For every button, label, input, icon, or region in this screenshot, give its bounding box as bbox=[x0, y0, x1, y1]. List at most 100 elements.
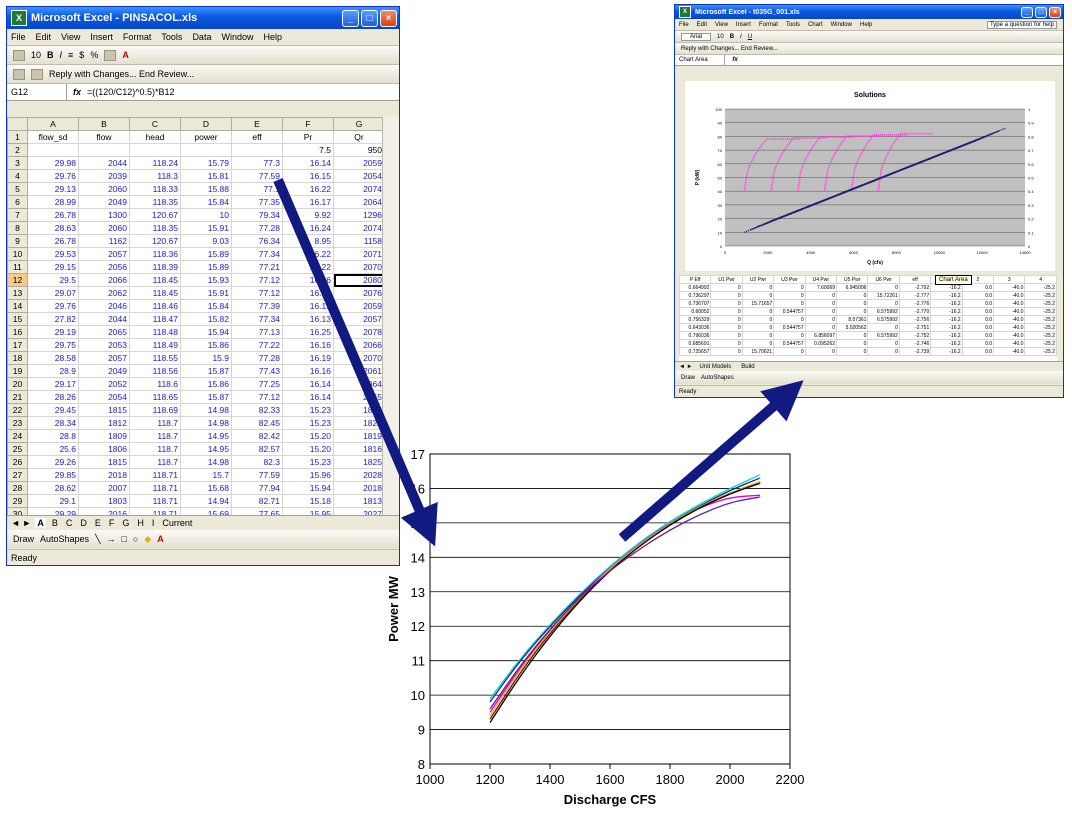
cell[interactable]: -25.2 bbox=[1024, 339, 1057, 348]
row-header[interactable]: 10 bbox=[7, 247, 28, 261]
cell[interactable]: 29.76 bbox=[27, 299, 79, 313]
cell[interactable]: 15.89 bbox=[180, 247, 232, 261]
cell[interactable]: 2064 bbox=[333, 377, 385, 391]
cell[interactable]: 0.664992 bbox=[678, 283, 712, 292]
cell[interactable]: 118.35 bbox=[129, 221, 181, 235]
cell[interactable]: -2.751 bbox=[898, 323, 932, 332]
cell[interactable]: 29.45 bbox=[27, 403, 79, 417]
worksheet-grid-2[interactable]: P Eff U1 Pwr U2 Pwr U3 Pwr U4 Pwr U5 Pwr U6 Pw… bbox=[678, 275, 1057, 375]
cell[interactable]: 0.0 bbox=[961, 323, 995, 332]
name-box[interactable]: G12 bbox=[7, 84, 67, 100]
cell[interactable]: 1803 bbox=[78, 494, 130, 508]
cell[interactable]: 79.34 bbox=[231, 208, 283, 222]
align-icon[interactable]: ≡ bbox=[68, 50, 74, 60]
cell[interactable]: 77.22 bbox=[231, 338, 283, 352]
cell[interactable]: -16.2 bbox=[930, 299, 963, 308]
cell[interactable]: 29.15 bbox=[27, 260, 79, 274]
title-bar-2[interactable]: X Microsoft Excel - t035G_001.xls _ □ × bbox=[675, 5, 1063, 19]
cell[interactable]: 118.71 bbox=[129, 468, 181, 482]
cell[interactable]: 2046 bbox=[78, 299, 130, 313]
cell[interactable]: 7.5 bbox=[282, 143, 334, 157]
cell[interactable]: 0 bbox=[867, 339, 900, 348]
cell[interactable]: 16.25 bbox=[282, 325, 334, 339]
cell[interactable]: 15.84 bbox=[180, 195, 232, 209]
cell[interactable]: 118.56 bbox=[129, 364, 181, 378]
row-header[interactable]: 22 bbox=[7, 403, 28, 417]
cell[interactable]: 28.9 bbox=[27, 364, 79, 378]
cell[interactable]: 14.95 bbox=[180, 429, 232, 443]
column-header[interactable]: G bbox=[333, 117, 385, 131]
menu-data[interactable]: Data bbox=[192, 32, 212, 42]
header-cell[interactable]: Qr bbox=[333, 130, 385, 144]
cell[interactable]: 2044 bbox=[78, 312, 130, 326]
sheet-tab-2[interactable]: Build bbox=[741, 364, 755, 370]
column-header[interactable]: C bbox=[129, 117, 181, 131]
cell[interactable]: 29.1 bbox=[27, 494, 79, 508]
cell[interactable]: 15.96 bbox=[282, 468, 334, 482]
cell[interactable]: 16.24 bbox=[282, 221, 334, 235]
cell[interactable]: 2062 bbox=[78, 286, 130, 300]
cell[interactable]: 0.756329 bbox=[678, 315, 712, 324]
line-icon[interactable]: ╲ bbox=[95, 533, 101, 544]
cell[interactable]: 120.67 bbox=[129, 208, 181, 222]
draw-menu-2[interactable]: Draw bbox=[681, 374, 696, 381]
row-header[interactable]: 11 bbox=[7, 260, 28, 274]
cell[interactable]: 1822 bbox=[333, 416, 385, 430]
cell[interactable]: 0 bbox=[741, 315, 775, 324]
cell[interactable]: 0 bbox=[836, 307, 869, 316]
cell[interactable]: 28.8 bbox=[27, 429, 79, 443]
sheet-tab[interactable]: H bbox=[137, 518, 144, 528]
row-header[interactable]: 8 bbox=[7, 221, 28, 235]
cell[interactable]: 118.71 bbox=[129, 494, 181, 508]
cell[interactable]: 0 bbox=[710, 299, 743, 308]
cell[interactable]: 16.16 bbox=[282, 364, 334, 378]
cell[interactable]: 0 bbox=[773, 291, 806, 300]
cell[interactable]: 15.18 bbox=[282, 494, 334, 508]
cell[interactable]: 118.3 bbox=[129, 169, 181, 183]
menu-view[interactable]: View bbox=[61, 32, 81, 42]
header-cell[interactable]: eff bbox=[231, 130, 283, 144]
cell[interactable]: 2064 bbox=[333, 195, 385, 209]
cell[interactable]: 82.42 bbox=[231, 429, 283, 443]
cell[interactable]: 2044 bbox=[78, 156, 130, 170]
cell[interactable]: 0 bbox=[804, 323, 838, 332]
cell[interactable]: 2076 bbox=[333, 286, 385, 300]
menu-chart-2[interactable]: Chart bbox=[807, 21, 823, 28]
cell[interactable]: 2070 bbox=[333, 351, 385, 365]
sheet-tab[interactable]: I bbox=[151, 518, 155, 528]
cell[interactable]: 77.43 bbox=[231, 364, 283, 378]
cell[interactable]: -2.770 bbox=[898, 307, 932, 316]
cell[interactable]: 2060 bbox=[78, 221, 130, 235]
sheet-tab[interactable]: G bbox=[122, 518, 130, 528]
cell[interactable]: 0.736707 bbox=[678, 299, 712, 308]
cell[interactable]: 0 bbox=[867, 299, 900, 308]
cell[interactable]: 29.53 bbox=[27, 247, 79, 261]
cell[interactable]: 28.26 bbox=[27, 390, 79, 404]
cell[interactable]: 14.95 bbox=[180, 442, 232, 456]
cell[interactable]: 82.57 bbox=[231, 442, 283, 456]
cell[interactable]: 118.39 bbox=[129, 260, 181, 274]
font-size-select-2[interactable]: 10 bbox=[717, 33, 724, 40]
cell[interactable]: -16.2 bbox=[930, 331, 963, 340]
row-header[interactable]: 24 bbox=[7, 429, 28, 443]
cell[interactable]: 2065 bbox=[333, 390, 385, 404]
cell[interactable]: 0.60052 bbox=[678, 307, 712, 316]
cell[interactable]: 2066 bbox=[333, 338, 385, 352]
title-bar[interactable]: X Microsoft Excel - PINSACOL.xls _ □ × bbox=[7, 7, 399, 29]
worksheet-grid[interactable]: A B C D E F G 1 flow_sd flow head power eff Pr Qr 2 7.5 9… bbox=[7, 117, 385, 521]
cell[interactable]: 118.7 bbox=[129, 429, 181, 443]
cell[interactable]: 0 bbox=[710, 323, 743, 332]
cell[interactable]: 16.24 bbox=[282, 286, 334, 300]
menu-format[interactable]: Format bbox=[122, 32, 152, 42]
cell[interactable]: 10 bbox=[180, 208, 232, 222]
cell[interactable]: 0 bbox=[710, 339, 743, 348]
cell[interactable]: 15.91 bbox=[180, 221, 232, 235]
cell[interactable]: 16.16 bbox=[282, 338, 334, 352]
cell[interactable]: 77.34 bbox=[231, 312, 283, 326]
cell[interactable]: 15.91 bbox=[180, 286, 232, 300]
cell[interactable]: 118.6 bbox=[129, 377, 181, 391]
cell[interactable]: 2070 bbox=[333, 260, 385, 274]
cell[interactable]: 2052 bbox=[78, 377, 130, 391]
menu-edit-2[interactable]: Edit bbox=[696, 21, 708, 28]
cell[interactable]: 2059 bbox=[333, 299, 385, 313]
